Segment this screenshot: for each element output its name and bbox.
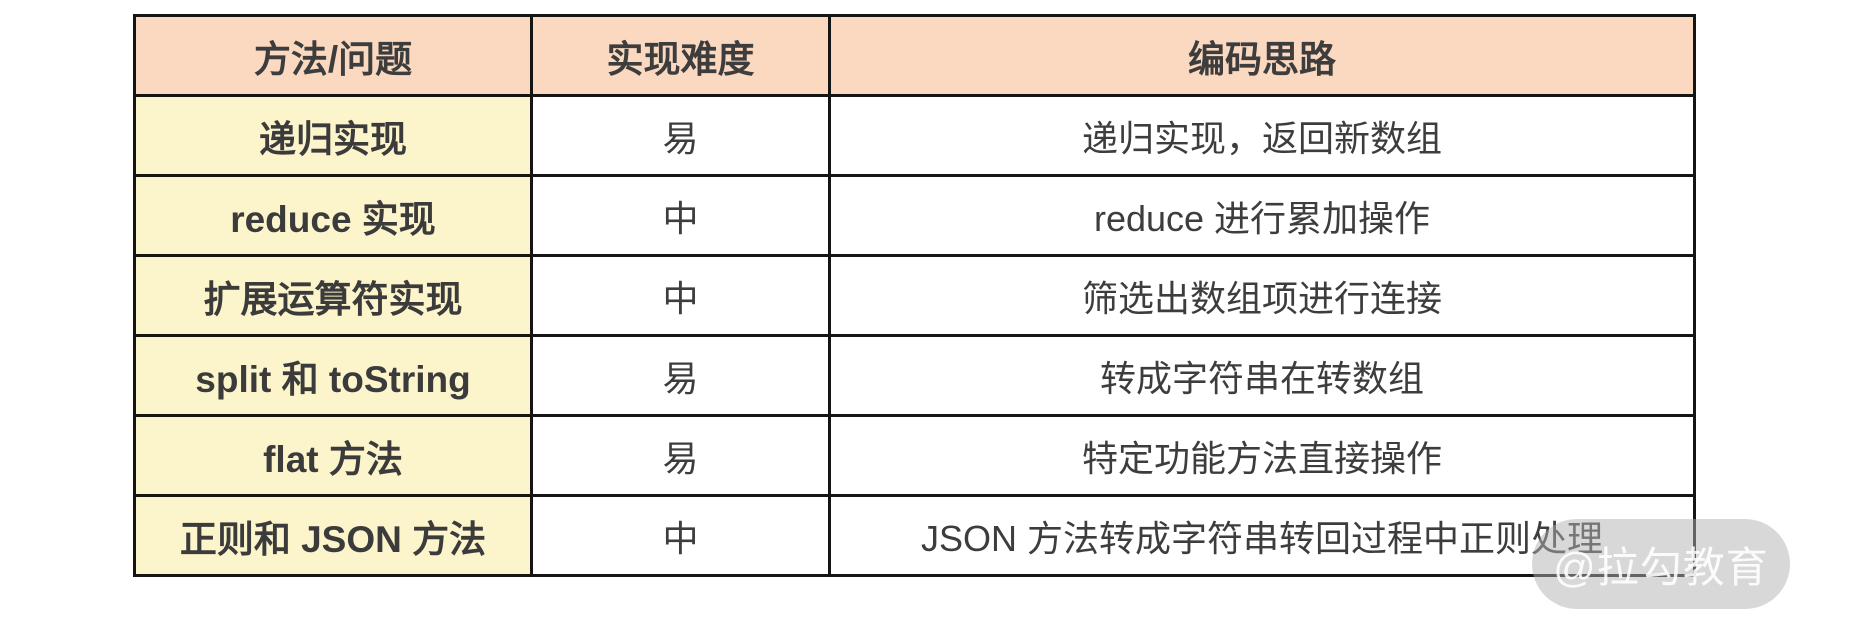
method-cell: flat 方法 xyxy=(133,414,533,497)
method-cell: reduce 实现 xyxy=(133,174,533,257)
column-header-approach: 编码思路 xyxy=(828,14,1696,97)
difficulty-cell: 易 xyxy=(530,414,831,497)
table-row: 递归实现 易 递归实现，返回新数组 xyxy=(133,94,1696,177)
flatten-methods-comparison-table: 方法/问题 实现难度 编码思路 递归实现 易 递归实现，返回新数组 reduce… xyxy=(133,14,1696,577)
table-header-row: 方法/问题 实现难度 编码思路 xyxy=(133,14,1696,97)
column-header-method: 方法/问题 xyxy=(133,14,533,97)
difficulty-cell: 中 xyxy=(530,174,831,257)
difficulty-cell: 中 xyxy=(530,494,831,577)
difficulty-cell: 易 xyxy=(530,334,831,417)
approach-cell: 特定功能方法直接操作 xyxy=(828,414,1696,497)
table-row: 扩展运算符实现 中 筛选出数组项进行连接 xyxy=(133,254,1696,337)
method-cell: 递归实现 xyxy=(133,94,533,177)
table-row: flat 方法 易 特定功能方法直接操作 xyxy=(133,414,1696,497)
table-row: reduce 实现 中 reduce 进行累加操作 xyxy=(133,174,1696,257)
table-row: 正则和 JSON 方法 中 JSON 方法转成字符串转回过程中正则处理 xyxy=(133,494,1696,577)
method-cell: 扩展运算符实现 xyxy=(133,254,533,337)
watermark-badge: @拉勾教育 xyxy=(1532,519,1790,609)
method-cell: 正则和 JSON 方法 xyxy=(133,494,533,577)
column-header-difficulty: 实现难度 xyxy=(530,14,831,97)
watermark-label: @拉勾教育 xyxy=(1553,543,1769,591)
approach-cell: reduce 进行累加操作 xyxy=(828,174,1696,257)
method-cell: split 和 toString xyxy=(133,334,533,417)
table-row: split 和 toString 易 转成字符串在转数组 xyxy=(133,334,1696,417)
approach-cell: 递归实现，返回新数组 xyxy=(828,94,1696,177)
difficulty-cell: 易 xyxy=(530,94,831,177)
difficulty-cell: 中 xyxy=(530,254,831,337)
approach-cell: 筛选出数组项进行连接 xyxy=(828,254,1696,337)
approach-cell: 转成字符串在转数组 xyxy=(828,334,1696,417)
